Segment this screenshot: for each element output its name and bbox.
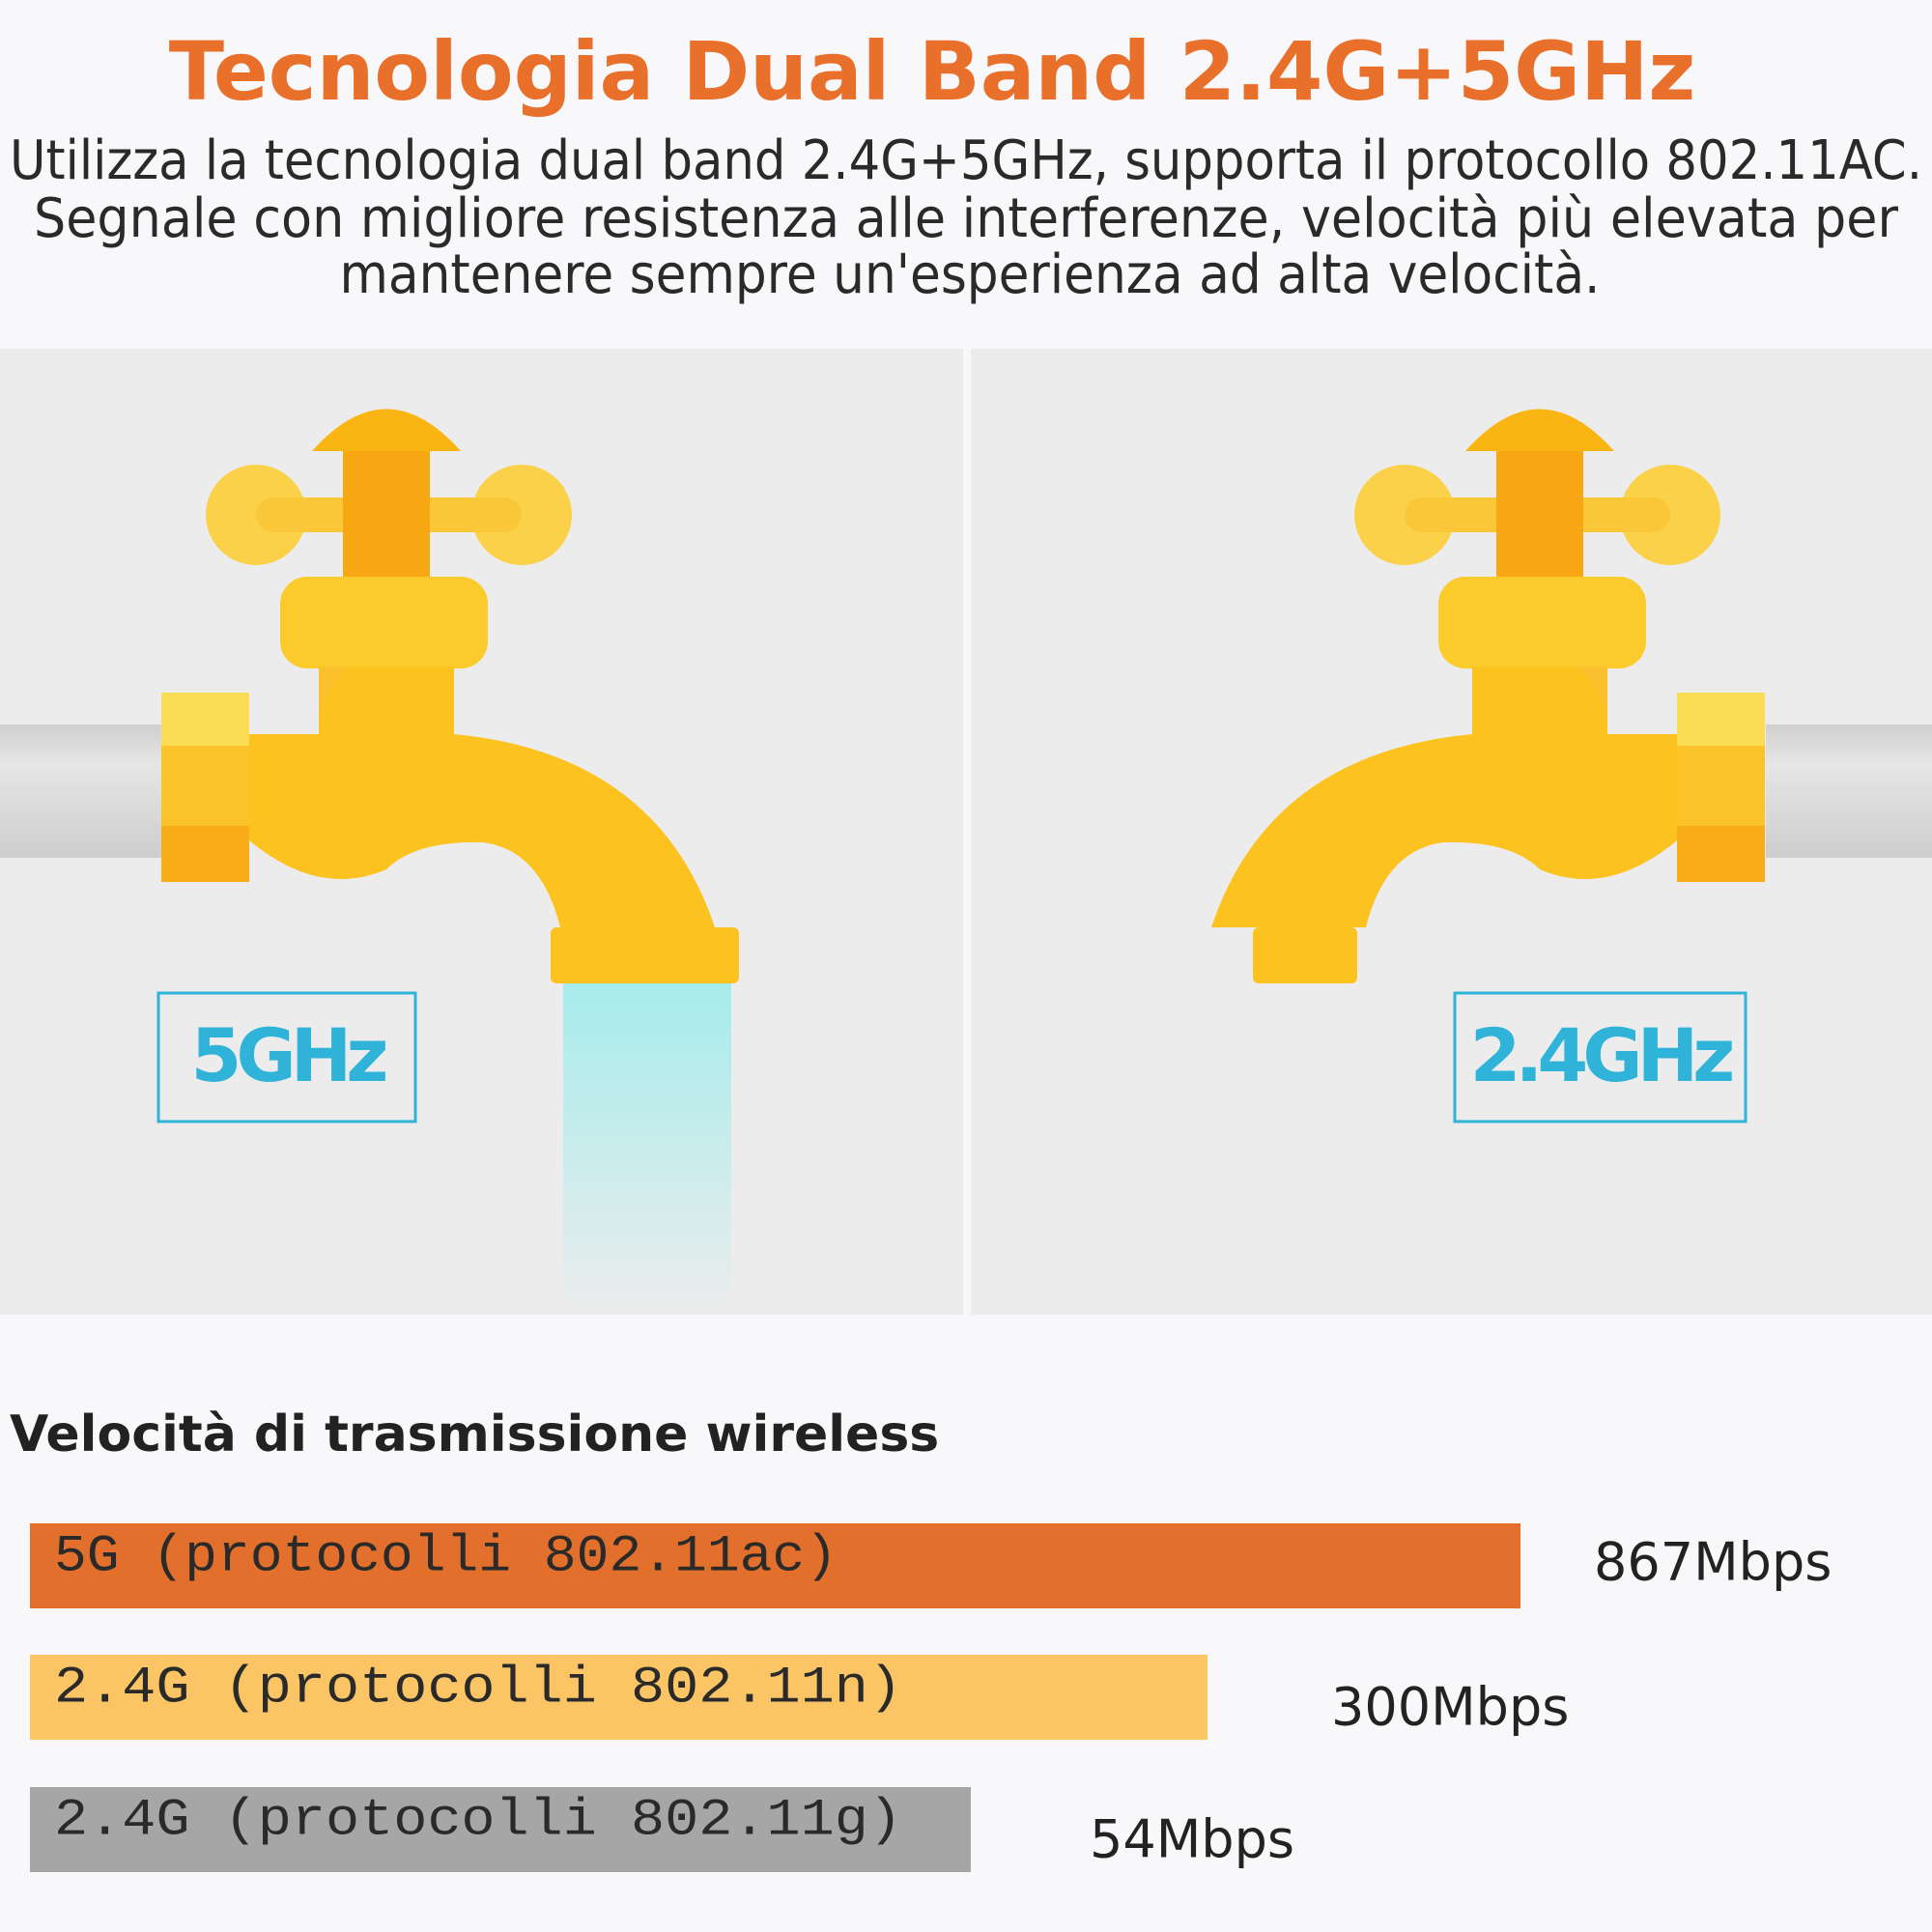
pipe <box>0 724 164 858</box>
speed-value: 867Mbps <box>1594 1532 1832 1593</box>
section-title: Velocità di trasmissione wireless <box>10 1406 939 1463</box>
title: Tecnologia Dual Band 2.4G+5GHz <box>169 24 1696 119</box>
speed-bar <box>30 1655 1208 1740</box>
band-label: 5GHz <box>190 1012 385 1098</box>
band-label: 2.4GHz <box>1470 1012 1733 1098</box>
band-box <box>1453 991 1747 1123</box>
pipe <box>1766 724 1932 858</box>
description-line: Utilizza la tecnologia dual band 2.4G+5G… <box>10 129 1922 192</box>
speed-value: 300Mbps <box>1331 1677 1569 1738</box>
bar-label: 5G (protocolli 802.11ac) <box>54 1527 838 1586</box>
description-line: Segnale con migliore resistenza alle int… <box>34 187 1899 250</box>
band-box <box>156 991 417 1123</box>
speed-bar <box>30 1523 1520 1608</box>
nozzle <box>551 927 739 983</box>
bar-label: 2.4G (protocolli 802.11g) <box>54 1791 902 1850</box>
speed-bar <box>30 1787 971 1872</box>
description-line: mantenere sempre un'esperienza ad alta v… <box>340 243 1601 306</box>
speed-value: 54Mbps <box>1090 1809 1294 1870</box>
water <box>563 983 731 1315</box>
bar-label: 2.4G (protocolli 802.11n) <box>54 1659 902 1718</box>
nozzle <box>1253 927 1357 983</box>
